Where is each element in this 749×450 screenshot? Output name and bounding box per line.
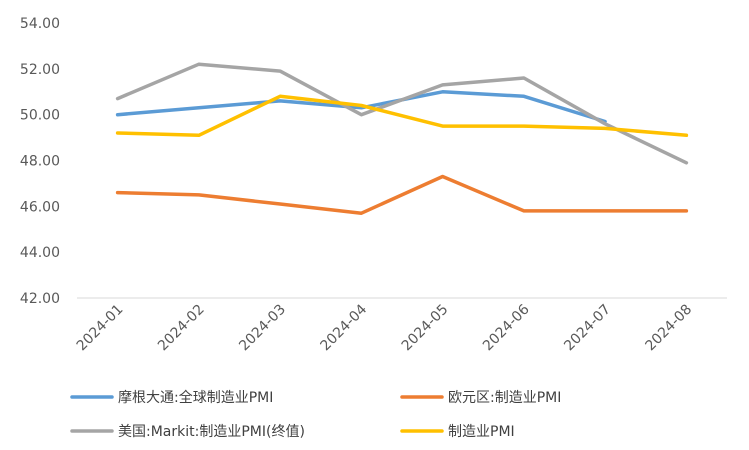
x-axis: 2024-01 2024-02 2024-03 2024-04 2024-05 2024-…	[74, 301, 695, 354]
legend: 摩根大通:全球制造业PMI 欧元区:制造业PMI 美国:Markit:制造业PMI(…	[70, 389, 561, 440]
y-tick-label: 50.00	[20, 108, 60, 124]
series-line-3	[115, 62, 689, 165]
y-tick-label: 52.00	[20, 62, 60, 78]
series-line-2	[115, 174, 689, 215]
legend-label-1: 摩根大通:全球制造业PMI	[118, 389, 273, 406]
x-tick-label: 2024-03	[236, 302, 289, 355]
x-tick-label: 2024-01	[74, 302, 127, 355]
series-line-1	[115, 90, 607, 124]
y-tick-label: 48.00	[20, 154, 60, 170]
y-tick-label: 54.00	[20, 16, 60, 32]
legend-label-4: 制造业PMI	[448, 424, 515, 440]
x-tick-label: 2024-06	[480, 301, 533, 354]
y-axis: 42.00 44.00 46.00 48.00 50.00 52.00 54.00	[20, 16, 60, 307]
legend-label-3: 美国:Markit:制造业PMI(终值)	[118, 424, 305, 440]
x-tick-label: 2024-05	[399, 302, 452, 355]
y-tick-label: 44.00	[20, 245, 60, 261]
y-tick-label: 46.00	[20, 199, 60, 215]
series-line-4	[115, 94, 689, 138]
x-tick-label: 2024-08	[643, 302, 696, 355]
plot-area	[115, 62, 689, 215]
legend-label-2: 欧元区:制造业PMI	[448, 390, 561, 406]
x-tick-label: 2024-02	[155, 302, 208, 355]
x-tick-label: 2024-04	[318, 301, 371, 354]
y-tick-label: 42.00	[20, 291, 60, 307]
x-tick-label: 2024-07	[561, 302, 614, 355]
